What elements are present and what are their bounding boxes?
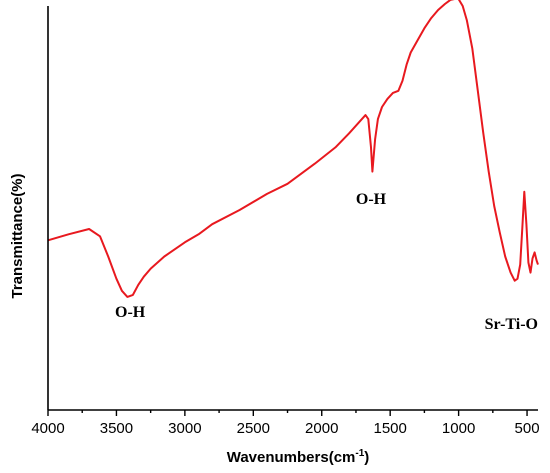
x-tick-label-1500: 1500 xyxy=(373,420,406,437)
x-tick-label-2000: 2000 xyxy=(305,420,338,437)
x-tick-label-3500: 3500 xyxy=(100,420,133,437)
annotations: O-H O-H Sr-Ti-O xyxy=(115,191,538,333)
plot-area xyxy=(47,0,539,411)
x-tick-label-4000: 4000 xyxy=(31,420,64,437)
annotation-label: Sr-Ti-O xyxy=(485,316,538,333)
x-axis-title: Wavenumbers(cm-1) xyxy=(227,448,370,466)
x-axis-ticks: 4000 3500 3000 2500 2000 1500 1000 500 xyxy=(31,410,540,437)
x-tick-label-2500: 2500 xyxy=(237,420,270,437)
x-tick-label-3000: 3000 xyxy=(168,420,201,437)
x-tick-label-1000: 1000 xyxy=(442,420,475,437)
x-tick-label-500: 500 xyxy=(515,420,540,437)
y-axis-title: Transmittance(%) xyxy=(9,173,26,298)
annotation-label: O-H xyxy=(356,191,387,208)
series-line-1 xyxy=(47,0,539,298)
annotation-label: O-H xyxy=(115,304,146,321)
